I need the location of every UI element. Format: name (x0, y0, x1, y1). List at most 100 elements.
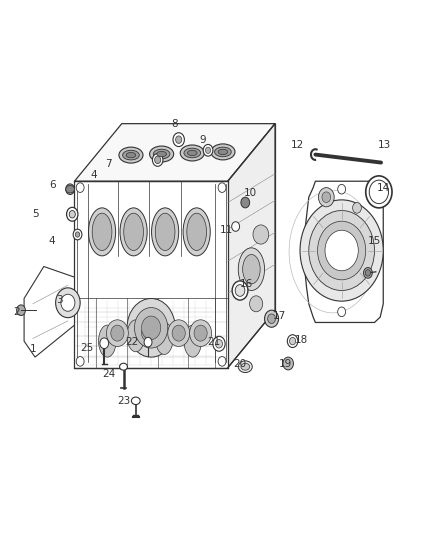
Circle shape (203, 144, 213, 156)
Ellipse shape (215, 147, 231, 157)
Text: 19: 19 (279, 359, 292, 368)
Polygon shape (304, 181, 383, 322)
Ellipse shape (88, 208, 116, 256)
Text: 16: 16 (240, 279, 253, 288)
Text: 25: 25 (80, 343, 93, 352)
Ellipse shape (124, 213, 143, 251)
Text: 2: 2 (13, 307, 20, 317)
Circle shape (137, 320, 159, 346)
Ellipse shape (120, 364, 127, 370)
Circle shape (190, 320, 212, 346)
Circle shape (155, 156, 161, 164)
Circle shape (235, 285, 245, 296)
Ellipse shape (153, 149, 170, 159)
Circle shape (253, 225, 269, 244)
Circle shape (213, 336, 225, 351)
Ellipse shape (238, 248, 265, 290)
Text: 15: 15 (368, 236, 381, 246)
Circle shape (176, 136, 182, 143)
Circle shape (127, 298, 175, 357)
Circle shape (218, 357, 226, 366)
Circle shape (338, 184, 346, 194)
Circle shape (241, 197, 250, 208)
Ellipse shape (149, 146, 173, 162)
Text: 13: 13 (378, 140, 391, 150)
Circle shape (250, 296, 263, 312)
Circle shape (353, 203, 361, 213)
Ellipse shape (218, 149, 228, 155)
Ellipse shape (238, 361, 252, 373)
Circle shape (232, 281, 248, 300)
Circle shape (56, 288, 80, 318)
Ellipse shape (155, 322, 173, 354)
Circle shape (325, 230, 358, 271)
Polygon shape (74, 124, 275, 181)
Circle shape (215, 340, 223, 348)
Text: 21: 21 (207, 337, 220, 347)
Circle shape (338, 307, 346, 317)
Circle shape (152, 154, 163, 166)
Text: 11: 11 (220, 225, 233, 235)
Ellipse shape (126, 152, 136, 158)
Circle shape (268, 314, 276, 324)
Circle shape (366, 176, 392, 208)
Circle shape (73, 229, 82, 240)
Circle shape (318, 188, 334, 207)
Text: 24: 24 (102, 369, 115, 379)
Circle shape (168, 320, 190, 346)
Circle shape (61, 294, 75, 311)
Text: 17: 17 (273, 311, 286, 320)
Text: 8: 8 (171, 119, 178, 128)
Circle shape (141, 325, 155, 341)
Circle shape (173, 133, 184, 147)
Circle shape (69, 211, 75, 218)
Circle shape (218, 183, 226, 192)
Text: 4: 4 (91, 170, 98, 180)
Polygon shape (228, 124, 275, 368)
Polygon shape (24, 266, 74, 357)
Text: 4: 4 (48, 236, 55, 246)
Ellipse shape (127, 320, 145, 352)
Circle shape (76, 183, 84, 192)
Ellipse shape (183, 208, 210, 256)
Circle shape (364, 268, 372, 278)
Ellipse shape (184, 325, 201, 357)
Ellipse shape (187, 213, 207, 251)
Text: 7: 7 (105, 159, 112, 169)
Text: 20: 20 (233, 359, 247, 368)
Circle shape (300, 200, 383, 301)
Text: 9: 9 (199, 135, 206, 144)
Circle shape (283, 357, 293, 370)
Circle shape (309, 211, 374, 290)
Ellipse shape (155, 213, 175, 251)
Circle shape (265, 310, 279, 327)
Circle shape (365, 270, 371, 276)
Circle shape (66, 184, 74, 195)
Ellipse shape (157, 151, 166, 157)
Text: 22: 22 (125, 337, 138, 347)
Text: 3: 3 (56, 295, 63, 304)
Circle shape (67, 207, 78, 221)
Text: 10: 10 (244, 188, 257, 198)
Ellipse shape (184, 148, 201, 158)
Ellipse shape (131, 397, 140, 405)
Circle shape (172, 325, 185, 341)
Text: 12: 12 (290, 140, 304, 150)
Circle shape (144, 337, 152, 347)
Text: 5: 5 (32, 209, 39, 219)
Ellipse shape (152, 208, 179, 256)
Circle shape (369, 180, 389, 204)
Text: 6: 6 (49, 181, 56, 190)
Ellipse shape (123, 150, 139, 160)
Text: 23: 23 (117, 396, 130, 406)
Ellipse shape (243, 255, 260, 284)
Circle shape (134, 308, 168, 348)
Ellipse shape (99, 325, 116, 357)
Ellipse shape (92, 213, 112, 251)
Ellipse shape (211, 144, 235, 160)
Circle shape (194, 325, 207, 341)
Circle shape (141, 316, 161, 340)
Ellipse shape (119, 147, 143, 163)
Circle shape (17, 305, 25, 316)
Circle shape (232, 222, 240, 231)
